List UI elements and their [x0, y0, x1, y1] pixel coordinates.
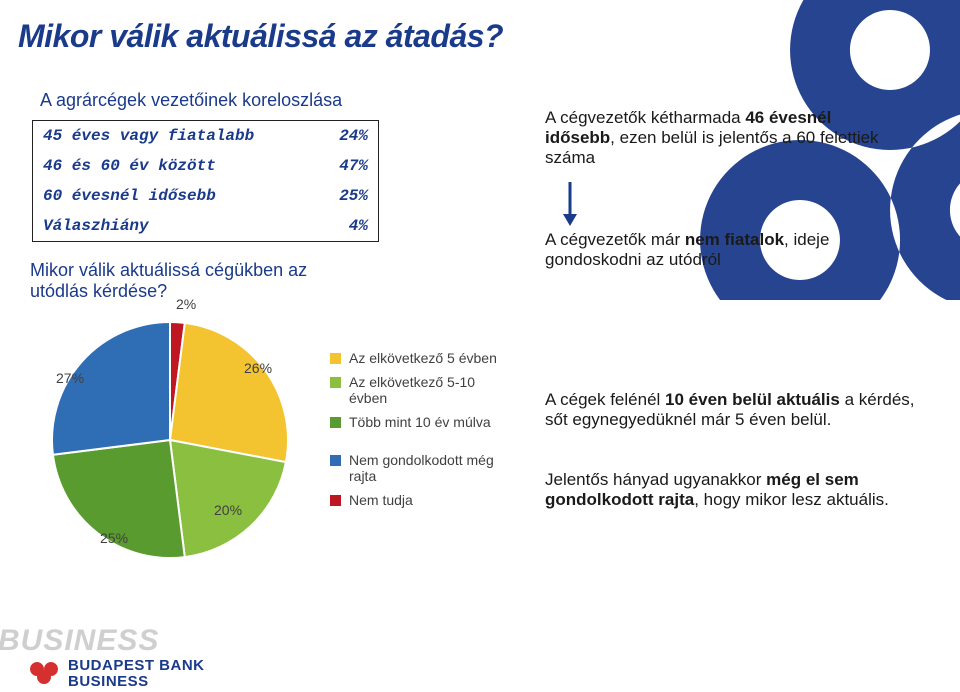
legend-item: Az elkövetkező 5 évben — [330, 350, 505, 366]
bank-logo-icon — [28, 658, 62, 684]
pie-chart — [0, 0, 400, 620]
legend-item: Az elkövetkező 5-10 évben — [330, 374, 505, 406]
legend-label: Az elkövetkező 5 évben — [349, 350, 497, 366]
note-fourth: Jelentős hányad ugyanakkor még el sem go… — [545, 470, 940, 510]
legend-item: Nem tudja — [330, 492, 505, 508]
pie-pct-label: 20% — [214, 502, 242, 518]
pie-pct-label: 2% — [176, 296, 196, 312]
pie-legend: Az elkövetkező 5 évben Az elkövetkező 5-… — [330, 350, 505, 516]
legend-item: Több mint 10 év múlva — [330, 414, 505, 430]
note-top: A cégvezetők kétharmada 46 évesnél időse… — [545, 108, 905, 168]
footer: BUSINESS BUDAPEST BANK BUSINESS — [0, 622, 960, 692]
pie-pct-label: 26% — [244, 360, 272, 376]
legend-swatch — [330, 495, 341, 506]
pie-pct-label: 27% — [56, 370, 84, 386]
footer-business-mark: BUSINESS — [0, 624, 159, 658]
down-arrow-icon — [560, 180, 590, 230]
legend-swatch — [330, 455, 341, 466]
pie-slice — [52, 322, 170, 455]
legend-label: Nem gondolkodott még rajta — [349, 452, 505, 484]
legend-label: Több mint 10 év múlva — [349, 414, 491, 430]
legend-swatch — [330, 417, 341, 428]
note-third: A cégek felénél 10 éven belül aktuális a… — [545, 390, 925, 430]
pie-pct-label: 25% — [100, 530, 128, 546]
pie-slice — [170, 323, 288, 462]
legend-swatch — [330, 353, 341, 364]
legend-item: Nem gondolkodott még rajta — [330, 452, 505, 484]
footer-brand-line2: BUSINESS — [68, 673, 149, 690]
legend-label: Nem tudja — [349, 492, 413, 508]
footer-brand-line1: BUDAPEST BANK — [68, 657, 205, 674]
legend-swatch — [330, 377, 341, 388]
note-second: A cégvezetők már nem fiatalok, ideje gon… — [545, 230, 905, 270]
legend-label: Az elkövetkező 5-10 évben — [349, 374, 505, 406]
